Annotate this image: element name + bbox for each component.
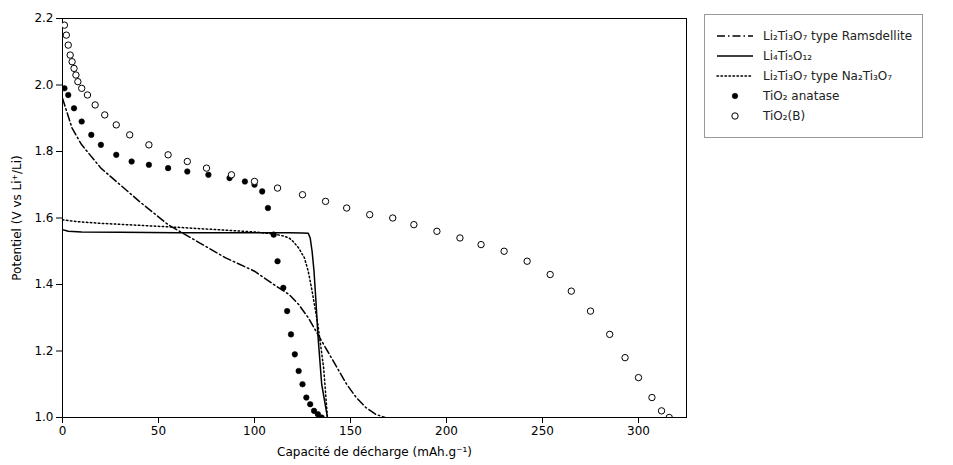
html-text:Li₂Ti₃O₇ type Na₂Ti₃O₇: Li₂Ti₃O₇ type Na₂Ti₃O₇ [763, 69, 893, 83]
html-text:Li₂Ti₃O₇ type Ramsdellite: Li₂Ti₃O₇ type Ramsdellite [763, 29, 913, 43]
svg-text:2.0: 2.0 [34, 78, 53, 92]
svg-text:300: 300 [627, 424, 650, 438]
svg-text:2.2: 2.2 [34, 11, 53, 25]
svg-text:250: 250 [531, 424, 554, 438]
svg-text:150: 150 [339, 424, 362, 438]
svg-text:1.6: 1.6 [34, 211, 53, 225]
svg-text:1.0: 1.0 [34, 410, 53, 424]
svg-text:1.2: 1.2 [34, 344, 53, 358]
svg-text:1.4: 1.4 [34, 277, 53, 291]
html-text:Li₄Ti₅O₁₂: Li₄Ti₅O₁₂ [763, 49, 812, 63]
svg-text:Capacité de décharge (mAh.g⁻¹): Capacité de décharge (mAh.g⁻¹) [277, 445, 472, 459]
html-text:TiO₂(B): TiO₂(B) [763, 109, 806, 123]
svg-text:100: 100 [243, 424, 266, 438]
svg-text:50: 50 [151, 424, 166, 438]
svg-text:200: 200 [435, 424, 458, 438]
svg-text:0: 0 [59, 424, 67, 438]
html-text:TiO₂ anatase: TiO₂ anatase [763, 89, 840, 103]
svg-text:Potentiel (V vs Li⁺/Li): Potentiel (V vs Li⁺/Li) [10, 155, 24, 280]
svg-text:1.8: 1.8 [34, 144, 53, 158]
